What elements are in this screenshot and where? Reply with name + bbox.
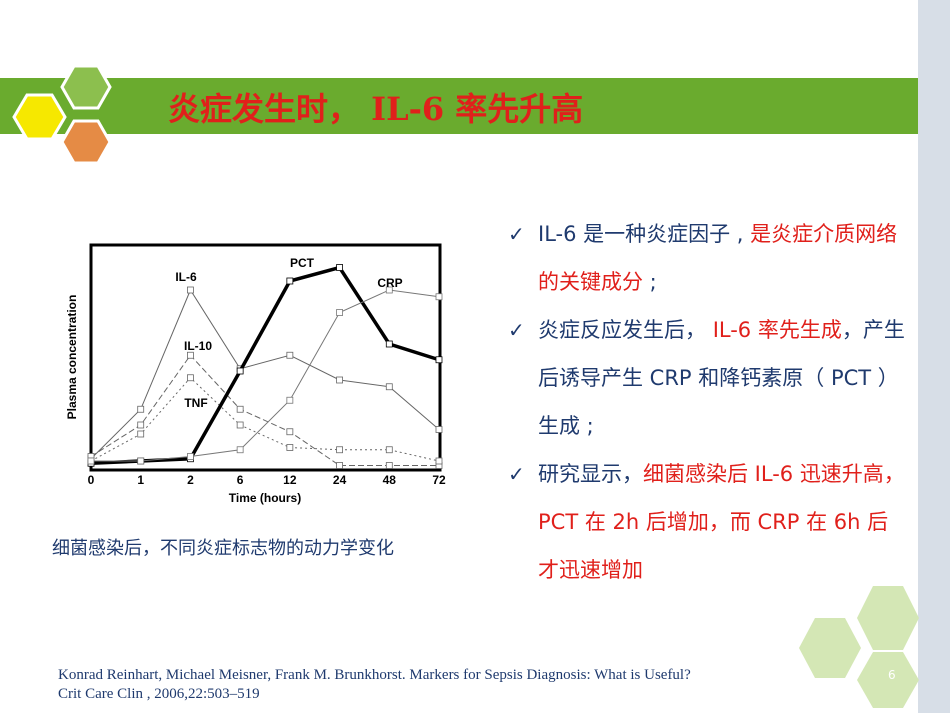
series-label: IL-6 <box>175 270 197 284</box>
data-point <box>137 405 145 413</box>
x-tick-label: 48 <box>383 473 397 487</box>
x-tick-label: 1 <box>137 473 144 487</box>
bullet-text: IL-6 是一种炎症因子 , <box>538 222 751 246</box>
series-label: PCT <box>290 256 315 270</box>
data-point <box>385 462 393 469</box>
data-point <box>435 457 443 465</box>
series-label: CRP <box>377 276 402 290</box>
series-line <box>90 354 439 466</box>
data-point <box>137 421 145 429</box>
series-label: IL-10 <box>184 339 212 353</box>
bullet-text: ，产生后诱导产生 CRP 和降钙素原（ PCT ）生成 ; <box>538 318 905 438</box>
data-point <box>286 396 294 404</box>
data-point <box>435 293 443 301</box>
data-point <box>137 430 145 438</box>
series-label: TNF <box>184 396 207 410</box>
data-point <box>336 264 343 271</box>
data-point <box>336 462 343 469</box>
bullet-text: 炎症反应发生后， <box>538 318 713 342</box>
title-banner <box>0 78 918 134</box>
page-number: 6 <box>888 668 896 682</box>
data-point <box>187 351 194 359</box>
data-point <box>187 286 194 294</box>
data-point <box>286 277 294 285</box>
data-point <box>236 421 244 429</box>
slide-title: 炎症发生时， IL-6 率先升高 <box>168 90 584 128</box>
bullet-text: 细菌感染后 IL-6 迅速升高， PCT 在 2h 后增加，而 CRP 在 6h… <box>538 462 905 582</box>
data-point <box>236 367 244 375</box>
reference: Konrad Reinhart, Michael Meisner, Frank … <box>58 666 691 704</box>
chart-caption: 细菌感染后，不同炎症标志物的动力学变化 <box>52 538 394 559</box>
x-tick-label: 6 <box>237 473 244 487</box>
bullet: 研究显示，细菌感染后 IL-6 迅速升高， PCT 在 2h 后增加，而 CRP… <box>508 450 908 594</box>
data-point <box>336 309 343 316</box>
bullet-text: 研究显示， <box>538 462 643 486</box>
data-point <box>137 457 145 465</box>
reference-line: Konrad Reinhart, Michael Meisner, Frank … <box>58 667 691 683</box>
x-tick-label: 0 <box>88 473 95 487</box>
x-tick-label: 2 <box>187 473 194 487</box>
data-point <box>435 426 443 433</box>
data-point <box>435 356 443 364</box>
data-point <box>286 444 294 451</box>
bullet: 炎症反应发生后， IL-6 率先生成，产生后诱导产生 CRP 和降钙素原（ PC… <box>508 306 908 450</box>
x-tick-label: 24 <box>333 473 347 487</box>
bullet-text: ; <box>643 270 657 294</box>
y-axis-label: Plasma concentration <box>65 295 79 420</box>
data-point <box>385 340 393 348</box>
data-point <box>385 286 393 294</box>
bullet: IL-6 是一种炎症因子 , 是炎症介质网络的关键成分 ; <box>508 210 908 306</box>
bullet-list: IL-6 是一种炎症因子 , 是炎症介质网络的关键成分 ;炎症反应发生后， IL… <box>508 210 908 594</box>
data-point <box>336 446 343 454</box>
x-axis-label: Time (hours) <box>229 491 301 505</box>
series-line <box>90 377 440 462</box>
side-strip <box>918 0 950 713</box>
series-line <box>91 289 440 462</box>
data-point <box>336 376 343 384</box>
hexagon-decoration <box>12 64 112 165</box>
data-point <box>236 405 244 413</box>
data-point <box>236 446 244 454</box>
data-point <box>187 374 194 382</box>
chart: Time (hours) Plasma concentration 0 1 2 6 12… <box>65 243 446 505</box>
hexagon-decoration <box>799 586 919 708</box>
data-point <box>286 351 294 359</box>
series-line <box>90 288 440 460</box>
data-point <box>385 446 393 454</box>
bullet-text: IL-6 率先生成 <box>712 318 842 342</box>
bullet-text: 是炎症介质网络的关键成分 <box>538 222 898 294</box>
data-point <box>286 428 294 436</box>
data-point <box>87 457 95 465</box>
x-tick-label: 72 <box>432 473 446 487</box>
data-point <box>187 453 194 460</box>
data-point <box>385 383 393 391</box>
x-tick-label: 12 <box>283 473 297 487</box>
reference-line: Crit Care Clin , 2006,22:503–519 <box>58 686 260 702</box>
